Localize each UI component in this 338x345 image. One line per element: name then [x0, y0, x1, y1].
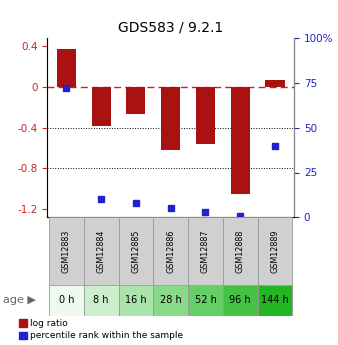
Text: 8 h: 8 h [93, 295, 109, 305]
Legend: log ratio, percentile rank within the sample: log ratio, percentile rank within the sa… [18, 318, 185, 341]
Text: age ▶: age ▶ [3, 295, 36, 305]
Text: 16 h: 16 h [125, 295, 147, 305]
Bar [258, 285, 292, 316]
Bar [161, 87, 180, 150]
Text: GSM12883: GSM12883 [62, 229, 71, 273]
Text: 28 h: 28 h [160, 295, 182, 305]
Text: GSM12886: GSM12886 [166, 229, 175, 273]
Bar [223, 217, 258, 285]
Bar [49, 217, 84, 285]
Bar [126, 87, 145, 115]
Bar [119, 285, 153, 316]
Text: GSM12887: GSM12887 [201, 229, 210, 273]
Bar [258, 217, 292, 285]
Bar [84, 217, 119, 285]
Text: GSM12889: GSM12889 [270, 229, 280, 273]
Bar [84, 285, 119, 316]
Text: 0 h: 0 h [59, 295, 74, 305]
Bar [153, 217, 188, 285]
Text: GSM12888: GSM12888 [236, 229, 245, 273]
Text: GSM12884: GSM12884 [97, 229, 106, 273]
Title: GDS583 / 9.2.1: GDS583 / 9.2.1 [118, 20, 223, 34]
Text: 144 h: 144 h [261, 295, 289, 305]
Bar [92, 87, 111, 126]
Bar [188, 217, 223, 285]
Bar [119, 217, 153, 285]
Bar [188, 285, 223, 316]
Bar [49, 285, 84, 316]
Text: GSM12885: GSM12885 [131, 229, 140, 273]
Bar [265, 80, 285, 87]
Text: 52 h: 52 h [194, 295, 216, 305]
Bar [231, 87, 250, 194]
Bar [57, 49, 76, 87]
Bar [196, 87, 215, 144]
Text: 96 h: 96 h [230, 295, 251, 305]
Bar [223, 285, 258, 316]
Bar [153, 285, 188, 316]
